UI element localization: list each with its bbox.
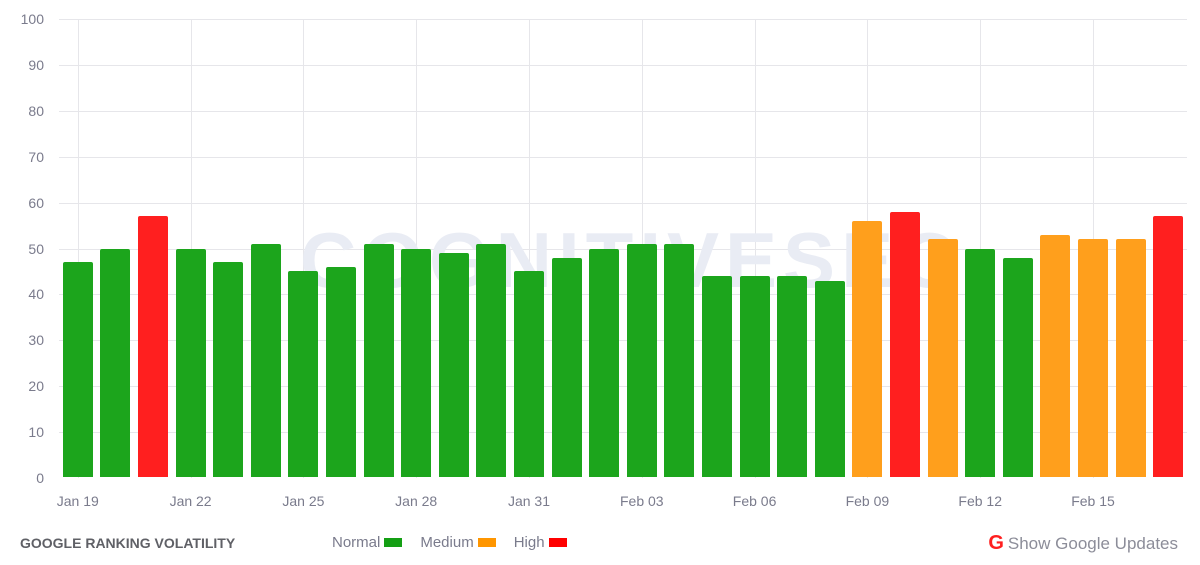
legend-high-label: High	[513, 534, 545, 551]
bar-medium[interactable]	[1040, 234, 1071, 477]
y-tick-label: 90	[28, 56, 44, 73]
y-tick-label: 20	[28, 378, 44, 395]
legend-normal-swatch	[384, 538, 403, 547]
legend-medium-label: Medium	[420, 534, 474, 551]
bar-medium[interactable]	[1078, 239, 1108, 477]
x-tick-label: Jan 25	[282, 493, 325, 509]
chart-title: GOOGLE RANKING VOLATILITY	[20, 535, 236, 551]
y-tick-label: 70	[28, 148, 44, 165]
bar-normal[interactable]	[476, 243, 507, 477]
bar-normal[interactable]	[213, 262, 244, 477]
bar-normal[interactable]	[62, 262, 93, 477]
x-tick-label: Feb 06	[732, 493, 777, 509]
y-tick-label: 80	[28, 102, 44, 119]
legend-medium: Medium	[420, 534, 496, 551]
bar-normal[interactable]	[326, 266, 356, 477]
bar-high[interactable]	[1153, 216, 1184, 477]
y-tick-label: 0	[36, 470, 44, 486]
gridline-y	[59, 386, 1187, 388]
bar-normal[interactable]	[589, 248, 620, 477]
y-tick-label: 10	[28, 424, 44, 441]
bar-normal[interactable]	[777, 276, 808, 477]
gridline-y	[59, 340, 1187, 342]
bar-high[interactable]	[138, 216, 168, 477]
gridline-y	[59, 19, 1187, 20]
x-tick-label: Jan 31	[507, 493, 551, 509]
gridline-x	[754, 19, 756, 478]
x-tick-label: Feb 12	[958, 493, 1002, 509]
x-tick-label: Jan 19	[56, 493, 99, 509]
bar-normal[interactable]	[401, 248, 432, 477]
bar-normal[interactable]	[363, 243, 394, 477]
y-tick-label: 50	[28, 240, 44, 257]
gridline-y	[59, 294, 1187, 296]
bar-series	[59, 19, 1187, 478]
show-google-updates-button[interactable]: G Show Google Updates	[988, 532, 1178, 555]
bar-normal[interactable]	[100, 248, 131, 477]
bar-normal[interactable]	[965, 248, 996, 477]
volatility-chart: 0 10 20 30 40 50 60 70 80 90 100 COGNITIVESEO Jan …	[20, 11, 1187, 509]
footer: GOOGLE RANKING VOLATILITY Normal Medium …	[0, 528, 1200, 560]
bar-normal[interactable]	[551, 257, 582, 477]
gridline-y	[59, 432, 1187, 434]
x-tick-label: Jan 22	[169, 493, 212, 509]
gridline-y	[59, 156, 1187, 158]
google-g-icon: G	[988, 532, 1004, 554]
bar-medium[interactable]	[852, 220, 883, 477]
x-tick-label: Jan 28	[395, 493, 438, 509]
bar-normal[interactable]	[288, 271, 319, 477]
bar-normal[interactable]	[438, 253, 469, 477]
bar-high[interactable]	[890, 211, 920, 477]
x-tick-label: Feb 09	[845, 493, 890, 509]
bar-normal[interactable]	[664, 243, 695, 477]
y-tick-label: 40	[28, 286, 44, 303]
gridline-y	[59, 64, 1187, 66]
gridline-x	[303, 19, 305, 478]
gridline-y	[59, 202, 1187, 204]
bar-normal[interactable]	[814, 280, 845, 477]
gridline-x	[529, 19, 530, 478]
legend-high: High	[514, 534, 567, 551]
legend-normal: Normal	[332, 534, 403, 551]
legend-normal-label: Normal	[332, 534, 381, 551]
bar-normal[interactable]	[175, 248, 206, 477]
legend: Normal Medium High	[332, 534, 585, 551]
bar-medium[interactable]	[927, 239, 958, 477]
gridline-y	[59, 248, 1187, 250]
bar-normal[interactable]	[1002, 257, 1033, 477]
gridline-x	[77, 19, 79, 478]
gridline-y	[59, 110, 1187, 112]
bar-medium[interactable]	[1115, 239, 1146, 477]
y-tick-label: 30	[28, 332, 44, 349]
bar-normal[interactable]	[250, 243, 281, 477]
show-google-updates-label: Show Google Updates	[1007, 533, 1178, 553]
y-tick-label: 100	[20, 11, 44, 27]
y-tick-label: 60	[28, 194, 44, 211]
bar-normal[interactable]	[739, 276, 770, 477]
x-tick-label: Feb 15	[1071, 493, 1115, 509]
x-tick-label: Feb 03	[620, 493, 664, 509]
bar-normal[interactable]	[514, 271, 544, 477]
legend-medium-swatch	[477, 538, 496, 547]
legend-high-swatch	[548, 538, 567, 547]
bar-normal[interactable]	[702, 276, 732, 477]
plot-area: COGNITIVESEO	[59, 19, 1187, 478]
bar-normal[interactable]	[626, 243, 657, 477]
